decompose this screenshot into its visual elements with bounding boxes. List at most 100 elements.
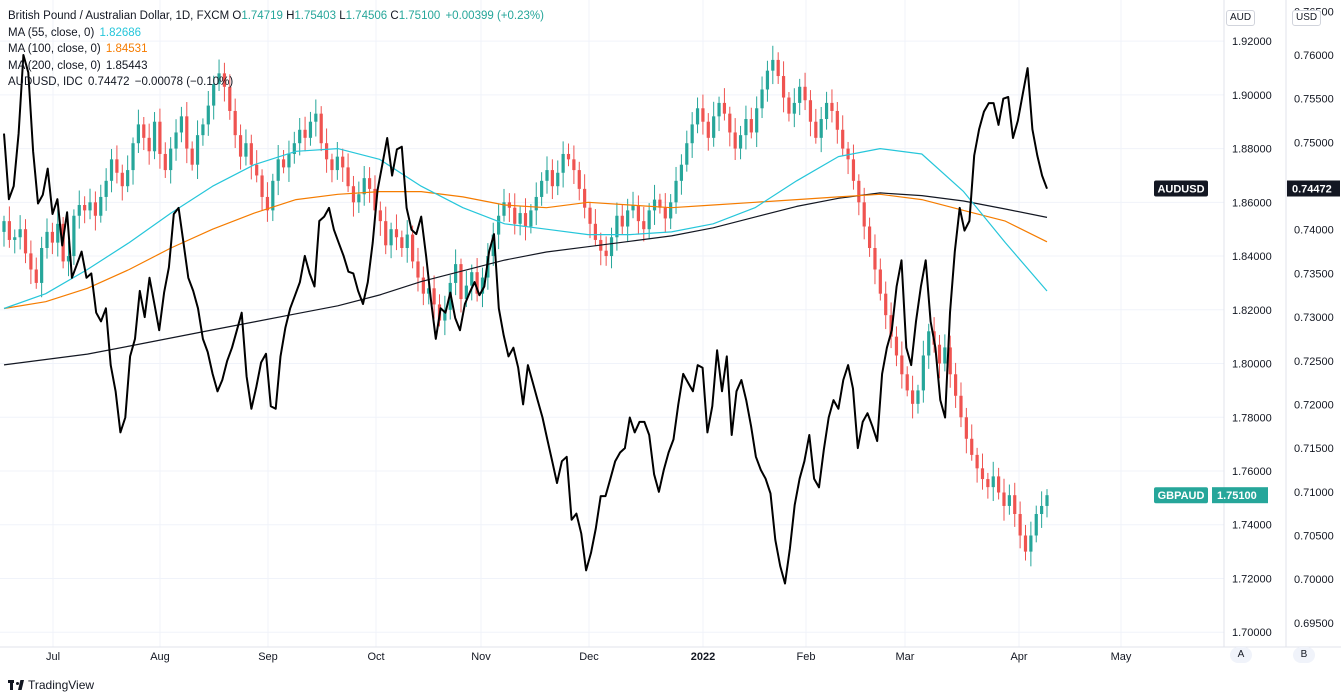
candle-body: [620, 215, 624, 227]
candle-body: [523, 213, 528, 227]
candle-body: [986, 479, 990, 488]
candle-body: [109, 159, 114, 181]
candle-body: [378, 210, 382, 222]
candle-body: [405, 234, 409, 248]
candle-body: [846, 148, 850, 160]
legend-audusd-row[interactable]: AUDUSD, IDC 0.74472 −0.00078 (−0.10%): [8, 74, 544, 91]
usd-scale-button[interactable]: USD: [1292, 10, 1322, 26]
candle-body: [174, 132, 178, 149]
candle-body: [308, 121, 313, 138]
candle-body: [410, 234, 415, 262]
candle-body: [185, 116, 189, 149]
candle-body: [577, 170, 581, 189]
gbpaud-name-tag-text: GBPAUD: [1158, 490, 1205, 502]
chart-legend: British Pound / Australian Dollar, 1D, F…: [8, 8, 544, 91]
candle-body: [13, 237, 17, 240]
candle-body: [136, 124, 141, 144]
candle-body: [491, 234, 495, 257]
ma55-value: 1.82686: [99, 26, 142, 39]
candle-body: [572, 159, 576, 171]
candle-body: [18, 229, 22, 238]
y-left-tick-label: 1.70000: [1232, 627, 1272, 639]
y-left-tick-label: 1.74000: [1232, 520, 1272, 532]
candle-body: [147, 137, 151, 152]
candle-body: [916, 390, 920, 404]
y-right-tick-label: 0.70500: [1294, 530, 1334, 542]
candle-body: [319, 113, 323, 144]
candle-body: [120, 172, 124, 187]
y-right-tick-label: 0.73500: [1294, 268, 1334, 280]
candle-body: [733, 132, 737, 149]
candle-body: [1007, 495, 1011, 506]
y-right-tick-label: 0.71500: [1294, 443, 1334, 455]
audusd-change: −0.00078 (−0.10%): [134, 76, 234, 88]
candle-body: [566, 153, 571, 160]
candle-body: [991, 476, 995, 488]
candle-body: [126, 170, 130, 187]
candle-body: [93, 202, 97, 216]
candle-body: [814, 121, 818, 138]
close-label: C: [390, 10, 399, 22]
candle-body: [357, 194, 361, 203]
candle-body: [265, 196, 270, 211]
y-right-tick-label: 0.69500: [1294, 618, 1334, 630]
b-scale-button[interactable]: B: [1293, 647, 1315, 663]
legend-main-row[interactable]: British Pound / Australian Dollar, 1D, F…: [8, 8, 544, 25]
candle-body: [674, 180, 678, 203]
auto-scale-button[interactable]: A: [1230, 647, 1252, 663]
audusd-name-tag: [1154, 180, 1208, 197]
candle-body: [701, 108, 705, 122]
candle-body: [964, 417, 968, 439]
candle-body: [341, 156, 345, 168]
candle-body: [77, 205, 81, 216]
candle-body: [583, 188, 587, 208]
candle-body: [217, 73, 221, 85]
ma55-label: MA (55, close, 0): [8, 26, 95, 39]
candle-body: [260, 175, 264, 197]
low-value: 1.74506: [345, 10, 388, 22]
candle-body: [502, 202, 506, 216]
candle-body: [652, 199, 657, 211]
candle-body: [88, 202, 92, 211]
candle-body: [921, 355, 925, 391]
legend-ma200-row[interactable]: MA (200, close, 0) 1.85443: [8, 58, 544, 75]
candle-body: [40, 247, 44, 283]
ma200-line: [3, 192, 1048, 366]
candle-body: [889, 315, 893, 337]
legend-ma55-row[interactable]: MA (55, close, 0) 1.82686: [8, 25, 544, 42]
candle-body: [851, 159, 856, 181]
candle-body: [454, 264, 458, 283]
candle-body: [2, 221, 6, 232]
candle-body: [771, 59, 775, 71]
candle-body: [56, 223, 60, 243]
low-label: L: [339, 10, 346, 22]
tradingview-branding[interactable]: TradingView: [8, 678, 94, 692]
candle-body: [427, 288, 431, 294]
candle-body: [330, 159, 334, 171]
candle-body: [255, 164, 259, 176]
candle-body: [195, 135, 200, 165]
candle-body: [518, 213, 522, 224]
candle-body: [545, 170, 549, 181]
candle-body: [1040, 505, 1044, 514]
x-tick-label: Sep: [258, 651, 278, 663]
candle-body: [900, 355, 904, 375]
candle-body: [943, 347, 947, 364]
aud-scale-button[interactable]: AUD: [1226, 10, 1256, 26]
legend-ma100-row[interactable]: MA (100, close, 0) 1.84531: [8, 41, 544, 58]
y-left-tick-label: 1.76000: [1232, 466, 1272, 478]
y-right-tick-label: 0.75500: [1294, 94, 1334, 106]
candle-body: [873, 247, 877, 270]
x-tick-label: Dec: [579, 651, 599, 663]
candle-body: [658, 199, 662, 208]
candle-body: [464, 285, 468, 300]
candle-body: [706, 121, 710, 138]
audusd-price-tag: [1287, 180, 1340, 197]
candle-body: [222, 73, 227, 87]
candle-body: [475, 272, 479, 294]
candle-body: [669, 202, 673, 219]
candle-body: [1029, 535, 1033, 552]
candle-body: [857, 180, 861, 203]
high-value: 1.75403: [294, 10, 336, 22]
